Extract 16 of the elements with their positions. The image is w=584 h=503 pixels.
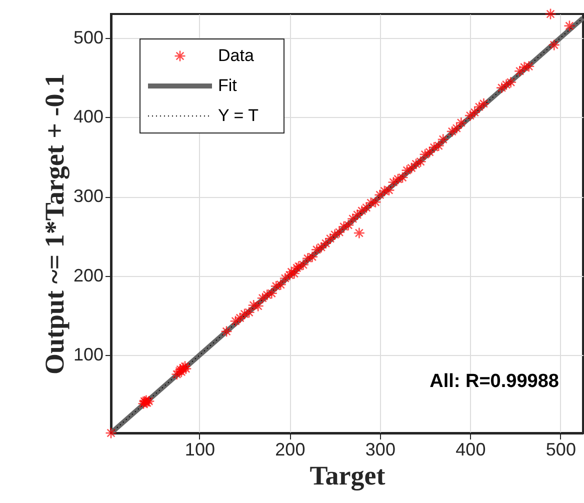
y-tick-label: 200 (73, 265, 104, 286)
y-axis-title: Output ~= 1*Target + -0.1 (39, 73, 70, 375)
legend-label: Data (218, 46, 254, 65)
x-tick-label: 400 (456, 440, 486, 460)
x-tick-label: 100 (184, 440, 215, 460)
x-tick-label: 300 (365, 440, 396, 460)
x-axis-title: Target (310, 460, 386, 490)
x-tick-label: 500 (546, 440, 576, 460)
legend-label: Y = T (218, 106, 258, 125)
annotation: All: R=0.99988 (430, 371, 559, 392)
legend-label: Fit (218, 76, 238, 95)
x-tick-label: 200 (275, 440, 306, 460)
y-tick-label: 400 (73, 106, 104, 127)
y-tick-label: 500 (73, 27, 104, 48)
y-tick-label: 300 (73, 186, 104, 206)
y-tick-label: 100 (73, 344, 104, 365)
